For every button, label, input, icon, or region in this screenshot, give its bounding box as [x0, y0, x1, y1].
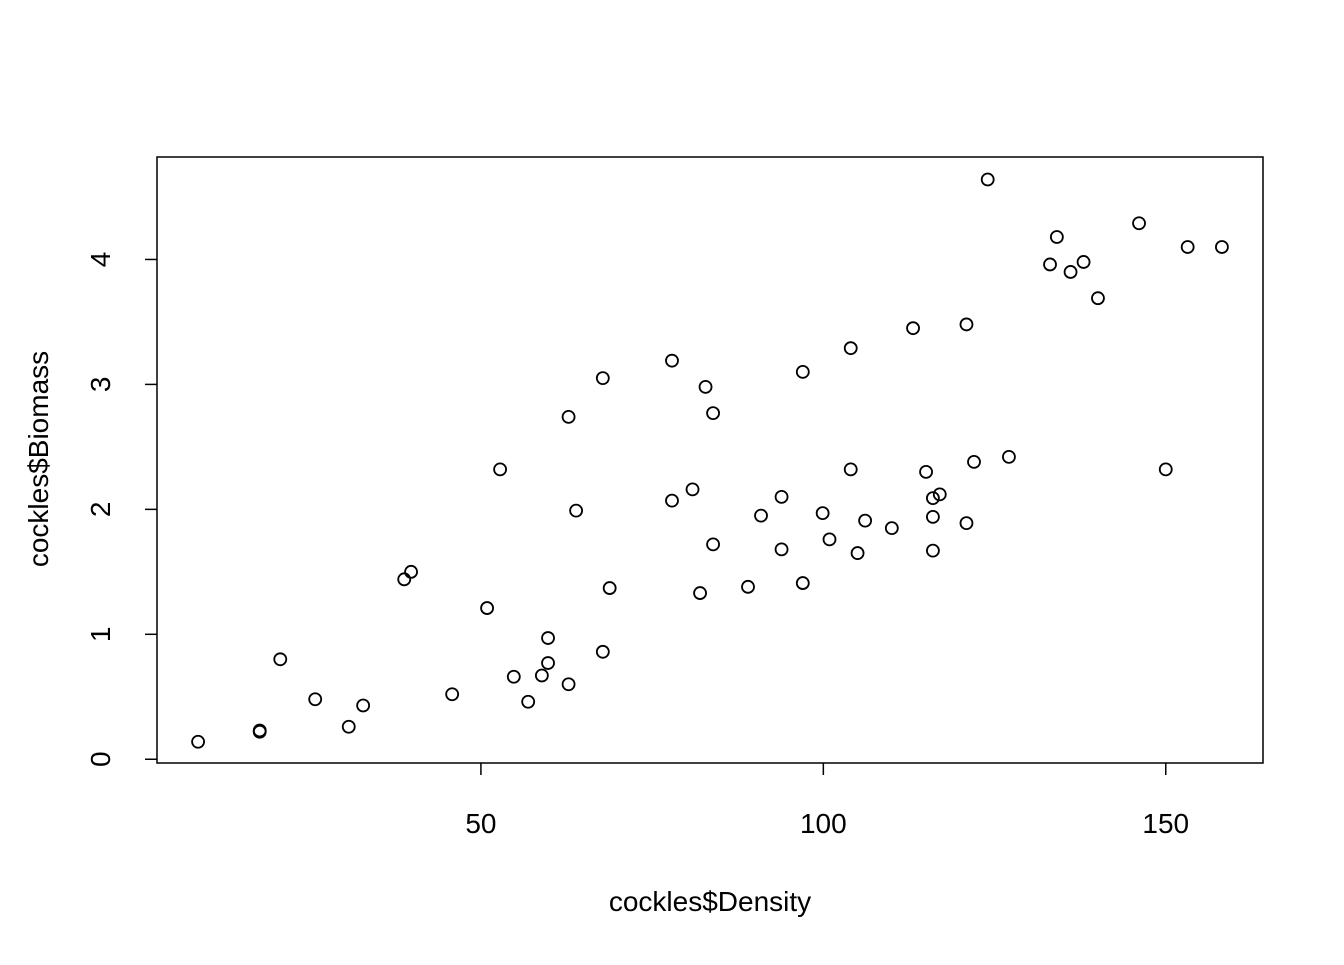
y-tick-label: 3	[85, 377, 116, 393]
point	[959, 317, 974, 332]
point	[1091, 291, 1105, 306]
point	[595, 644, 610, 659]
point	[541, 631, 555, 645]
point	[273, 652, 288, 667]
point	[926, 509, 940, 524]
x-tick-label: 150	[1142, 808, 1189, 839]
point	[665, 493, 679, 508]
y-tick-label: 4	[85, 252, 116, 268]
y-tick-label: 2	[85, 502, 116, 518]
point	[815, 506, 830, 521]
point	[1049, 230, 1064, 244]
point	[698, 380, 713, 394]
x-tick-label: 50	[465, 808, 496, 839]
plot-frame	[156, 156, 1264, 764]
point	[932, 487, 947, 502]
point	[445, 687, 460, 702]
point	[850, 546, 865, 560]
point	[741, 579, 755, 594]
y-tick-label: 1	[85, 627, 116, 643]
point	[308, 692, 323, 707]
point	[1215, 240, 1229, 254]
point	[795, 576, 810, 590]
point	[1158, 462, 1173, 477]
point	[967, 454, 981, 469]
point	[595, 371, 610, 386]
point	[706, 406, 720, 421]
x-axis-label: cockles$Density	[609, 886, 811, 917]
point	[252, 723, 267, 738]
point	[1063, 265, 1078, 279]
point	[843, 462, 858, 477]
point	[774, 542, 789, 557]
point	[569, 503, 584, 518]
point	[1002, 449, 1016, 464]
point	[341, 719, 356, 734]
point	[754, 508, 768, 523]
point	[480, 601, 494, 615]
y-tick-label: 0	[85, 751, 116, 767]
point	[397, 572, 412, 587]
point	[906, 321, 920, 336]
point	[561, 677, 576, 692]
point	[706, 537, 720, 552]
point	[1132, 216, 1146, 231]
point	[561, 409, 576, 424]
y-axis-label: cockles$Biomass	[23, 351, 54, 567]
point	[493, 462, 507, 477]
point	[693, 586, 707, 600]
point	[926, 491, 940, 506]
point	[858, 513, 873, 528]
x-tick-label: 100	[800, 808, 847, 839]
point	[980, 172, 995, 187]
point	[1180, 240, 1195, 254]
point	[795, 365, 810, 379]
point	[959, 516, 974, 530]
point	[404, 564, 418, 579]
point	[191, 734, 205, 749]
point	[506, 669, 521, 684]
point	[1076, 255, 1091, 269]
point	[356, 698, 371, 713]
point	[919, 464, 933, 479]
point	[822, 532, 837, 547]
point	[1043, 257, 1057, 272]
point	[884, 521, 899, 535]
point	[685, 482, 700, 497]
point	[541, 656, 555, 670]
point	[774, 489, 789, 504]
point	[521, 694, 536, 709]
point	[843, 341, 858, 356]
point	[602, 581, 617, 595]
point	[665, 353, 679, 368]
point	[534, 668, 549, 683]
point	[926, 543, 940, 558]
